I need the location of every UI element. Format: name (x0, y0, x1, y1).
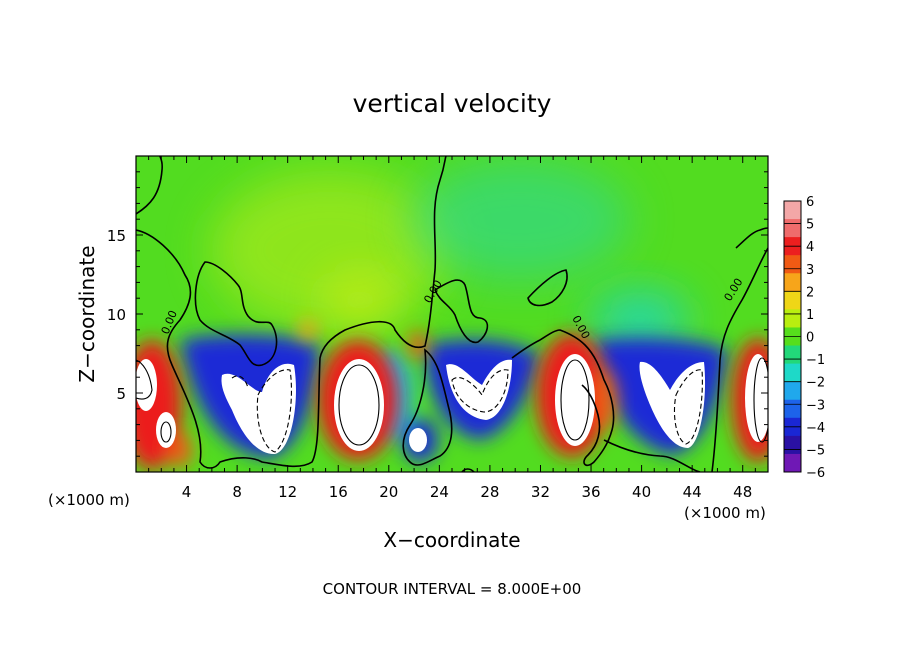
core-updraft-2 (334, 359, 384, 451)
colorbar-label: 1 (806, 308, 814, 323)
weak-updraft-region-core (320, 270, 400, 330)
zero-contour-2 (136, 156, 447, 469)
colorbar-label: 5 (806, 218, 814, 233)
y-tick-label: 5 (116, 385, 126, 403)
colorbar-label: 3 (806, 263, 814, 278)
core-updraft-1a (136, 359, 157, 411)
pos-contour-4 (160, 421, 172, 443)
colorbar-label: 0 (806, 331, 814, 346)
core-downdraft-4 (409, 428, 427, 452)
y-tick-label: 10 (107, 306, 126, 324)
weak-downdraft-region-right (590, 290, 690, 350)
colorbar: 6 5 4 3 2 1 0 −1 −2 −3 −4 −5 −6 (783, 195, 825, 481)
colorbar-label: 2 (806, 285, 814, 300)
velocity-field (136, 156, 768, 472)
pos-contour-3 (753, 357, 768, 443)
x-axis-label: X−coordinate (383, 528, 520, 552)
zero-contour-1 (136, 156, 164, 215)
x-tick-label: 20 (379, 483, 398, 501)
zero-contour-11 (461, 468, 475, 472)
colorbar-swatch (784, 435, 801, 455)
updraft-fringe-1 (298, 320, 318, 340)
saturated-cores (136, 354, 768, 455)
neg-contour-4 (231, 375, 249, 389)
colorbar-label: −3 (806, 398, 825, 413)
updraft-fringe-4 (168, 432, 192, 468)
y-axis-ticks: 5 10 15 (107, 171, 768, 457)
updraft-fringe-2 (408, 331, 428, 359)
zero-contour-5 (527, 269, 568, 307)
zero-contour-6 (402, 348, 453, 466)
colorbar-label: 6 (806, 195, 814, 210)
y-tick-label: 15 (107, 227, 126, 245)
colorbar-label: −4 (806, 421, 825, 436)
core-downdraft-3 (639, 361, 706, 448)
weak-downdraft-region (410, 160, 630, 280)
x-tick-label: 40 (632, 483, 651, 501)
colorbar-swatch (784, 363, 801, 383)
colorbar-swatch (784, 273, 801, 292)
colorbar-swatch (784, 219, 801, 238)
core-updraft-3 (555, 354, 595, 446)
core-downdraft-1 (221, 363, 296, 455)
zero-contour-3 (194, 261, 278, 367)
colorbar-swatch (784, 381, 801, 401)
colorbar-swatch (784, 399, 801, 419)
neg-contour-2 (451, 369, 509, 413)
x-unit-right: (×1000 m) (684, 504, 766, 522)
colorbar-swatch (784, 453, 801, 473)
zero-contour-10 (735, 227, 768, 249)
x-tick-label: 32 (531, 483, 550, 501)
colorbar-label: −1 (806, 353, 825, 368)
pos-contour-2 (560, 359, 590, 441)
x-tick-label: 12 (278, 483, 297, 501)
x-tick-label: 16 (329, 483, 348, 501)
core-updraft-1b (156, 412, 176, 448)
x-tick-label: 28 (480, 483, 499, 501)
colorbar-label: −5 (806, 443, 825, 458)
pos-contour-1 (338, 364, 380, 446)
pos-contour-5 (136, 359, 153, 400)
x-tick-label: 48 (733, 483, 752, 501)
zero-contour-4 (433, 279, 489, 344)
zero-contours (136, 156, 768, 472)
chart-title: vertical velocity (353, 89, 552, 118)
updraft-fringe-3 (593, 370, 617, 430)
x-tick-label: 44 (683, 483, 702, 501)
colorbar-swatch (784, 201, 801, 220)
x-tick-label: 24 (430, 483, 449, 501)
zero-contour-7 (511, 329, 615, 467)
core-updraft-4 (745, 354, 768, 442)
positive-contours (136, 357, 768, 446)
colorbar-label: −6 (806, 466, 825, 481)
zero-contour-8 (603, 439, 701, 472)
contour-interval-note: CONTOUR INTERVAL = 8.000E+00 (323, 580, 582, 598)
negative-contours (231, 369, 703, 453)
x-tick-label: 36 (581, 483, 600, 501)
zero-contour-9 (711, 247, 768, 472)
colorbar-swatch (784, 291, 801, 310)
neg-contour-3 (673, 369, 703, 445)
colorbar-label: −2 (806, 376, 825, 391)
colorbar-swatch (784, 345, 801, 365)
colorbar-label: 4 (806, 240, 814, 255)
colorbar-swatch (784, 255, 801, 274)
neg-contour-1 (256, 369, 292, 453)
x-axis-ticks: 4 8 12 16 20 24 28 32 36 40 44 48 (148, 156, 756, 501)
core-downdraft-2 (446, 359, 512, 420)
x-tick-label: 4 (182, 483, 192, 501)
colorbar-swatch (784, 309, 801, 328)
y-axis-label: Z−coordinate (75, 245, 99, 382)
x-tick-label: 8 (232, 483, 242, 501)
x-unit-left: (×1000 m) (48, 491, 130, 509)
